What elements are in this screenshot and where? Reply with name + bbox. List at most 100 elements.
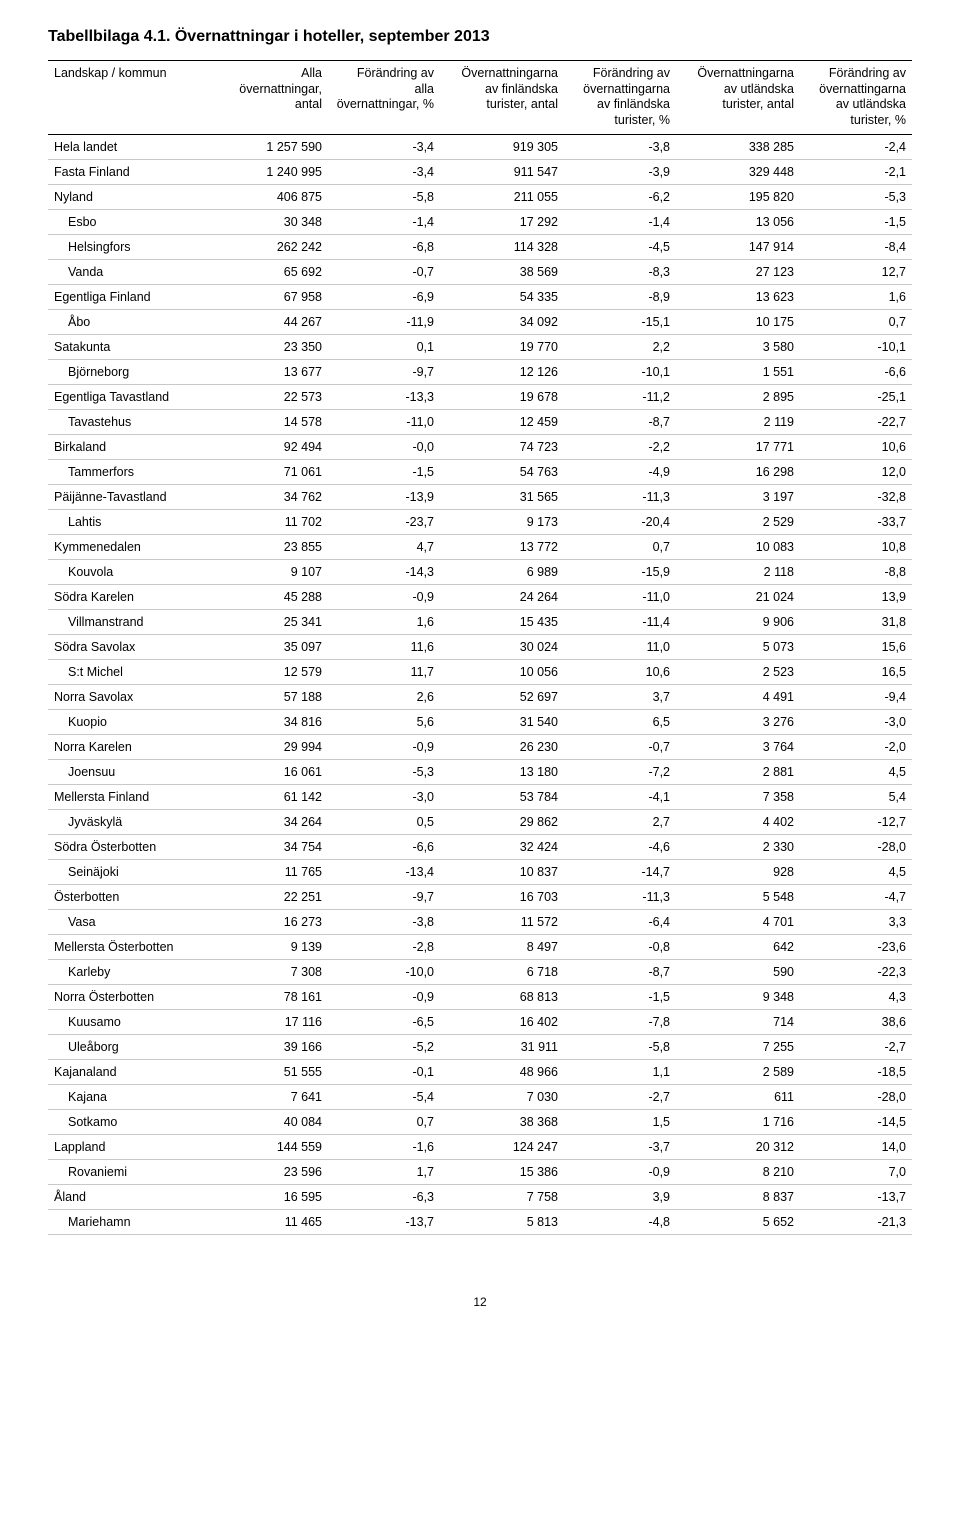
table-cell: 114 328 — [440, 234, 564, 259]
table-cell: -2,4 — [800, 134, 912, 159]
table-cell: 406 875 — [216, 184, 328, 209]
table-cell: 124 247 — [440, 1134, 564, 1159]
table-cell: Esbo — [48, 209, 216, 234]
table-cell: 9 107 — [216, 559, 328, 584]
table-cell: 17 771 — [676, 434, 800, 459]
table-cell: -15,1 — [564, 309, 676, 334]
table-cell: -13,7 — [800, 1184, 912, 1209]
table-cell: -6,8 — [328, 234, 440, 259]
table-cell: 31,8 — [800, 609, 912, 634]
table-cell: 11,7 — [328, 659, 440, 684]
table-cell: -21,3 — [800, 1209, 912, 1234]
table-row: Rovaniemi23 5961,715 386-0,98 2107,0 — [48, 1159, 912, 1184]
table-row: Villmanstrand25 3411,615 435-11,49 90631… — [48, 609, 912, 634]
table-cell: 12 579 — [216, 659, 328, 684]
table-cell: Uleåborg — [48, 1034, 216, 1059]
table-cell: -13,4 — [328, 859, 440, 884]
table-cell: -8,9 — [564, 284, 676, 309]
table-cell: 35 097 — [216, 634, 328, 659]
table-cell: -8,3 — [564, 259, 676, 284]
table-cell: 34 816 — [216, 709, 328, 734]
table-cell: 23 855 — [216, 534, 328, 559]
table-cell: 714 — [676, 1009, 800, 1034]
table-cell: Södra Savolax — [48, 634, 216, 659]
table-cell: Kajanaland — [48, 1059, 216, 1084]
table-cell: -22,7 — [800, 409, 912, 434]
table-cell: 2,6 — [328, 684, 440, 709]
table-cell: -4,9 — [564, 459, 676, 484]
table-cell: -22,3 — [800, 959, 912, 984]
table-cell: 1,6 — [800, 284, 912, 309]
table-cell: 31 911 — [440, 1034, 564, 1059]
table-cell: 16 298 — [676, 459, 800, 484]
table-cell: 16 703 — [440, 884, 564, 909]
table-cell: -6,4 — [564, 909, 676, 934]
table-row: Åland16 595-6,37 7583,98 837-13,7 — [48, 1184, 912, 1209]
table-cell: 5 813 — [440, 1209, 564, 1234]
table-cell: 12 126 — [440, 359, 564, 384]
table-cell: 30 348 — [216, 209, 328, 234]
table-cell: -0,0 — [328, 434, 440, 459]
table-cell: 911 547 — [440, 159, 564, 184]
table-row: Seinäjoki11 765-13,410 837-14,79284,5 — [48, 859, 912, 884]
table-cell: 1,1 — [564, 1059, 676, 1084]
table-row: Kajanaland51 555-0,148 9661,12 589-18,5 — [48, 1059, 912, 1084]
table-cell: -11,3 — [564, 884, 676, 909]
table-cell: 1,6 — [328, 609, 440, 634]
table-row: Egentliga Finland67 958-6,954 335-8,913 … — [48, 284, 912, 309]
table-cell: 25 341 — [216, 609, 328, 634]
table-cell: 39 166 — [216, 1034, 328, 1059]
table-cell: 10 083 — [676, 534, 800, 559]
table-cell: -5,2 — [328, 1034, 440, 1059]
table-cell: Mariehamn — [48, 1209, 216, 1234]
table-cell: 262 242 — [216, 234, 328, 259]
table-cell: -0,9 — [328, 734, 440, 759]
table-cell: 2 881 — [676, 759, 800, 784]
table-cell: 4 491 — [676, 684, 800, 709]
table-cell: 3,9 — [564, 1184, 676, 1209]
table-cell: 54 335 — [440, 284, 564, 309]
table-row: Österbotten22 251-9,716 703-11,35 548-4,… — [48, 884, 912, 909]
table-row: Södra Karelen45 288-0,924 264-11,021 024… — [48, 584, 912, 609]
table-header-row: Landskap / kommun Alla övernattningar, a… — [48, 61, 912, 135]
table-cell: 32 424 — [440, 834, 564, 859]
table-cell: -10,1 — [564, 359, 676, 384]
col-header: Förändring av alla övernattningar, % — [328, 61, 440, 135]
table-cell: -0,8 — [564, 934, 676, 959]
table-cell: -4,1 — [564, 784, 676, 809]
table-cell: 8 210 — [676, 1159, 800, 1184]
table-cell: 44 267 — [216, 309, 328, 334]
table-cell: 10,8 — [800, 534, 912, 559]
table-cell: 10,6 — [800, 434, 912, 459]
table-cell: Joensuu — [48, 759, 216, 784]
table-cell: 11 702 — [216, 509, 328, 534]
table-row: Lappland144 559-1,6124 247-3,720 31214,0 — [48, 1134, 912, 1159]
table-cell: -6,5 — [328, 1009, 440, 1034]
table-cell: 7 358 — [676, 784, 800, 809]
table-cell: 0,5 — [328, 809, 440, 834]
table-cell: -32,8 — [800, 484, 912, 509]
table-cell: -14,7 — [564, 859, 676, 884]
table-cell: 45 288 — [216, 584, 328, 609]
table-cell: Mellersta Österbotten — [48, 934, 216, 959]
table-cell: 2 529 — [676, 509, 800, 534]
table-cell: -11,0 — [564, 584, 676, 609]
table-cell: 15,6 — [800, 634, 912, 659]
table-row: Hela landet1 257 590-3,4919 305-3,8338 2… — [48, 134, 912, 159]
table-cell: -1,5 — [800, 209, 912, 234]
table-cell: 65 692 — [216, 259, 328, 284]
table-row: Uleåborg39 166-5,231 911-5,87 255-2,7 — [48, 1034, 912, 1059]
table-cell: -25,1 — [800, 384, 912, 409]
table-cell: 9 348 — [676, 984, 800, 1009]
table-cell: Norra Savolax — [48, 684, 216, 709]
table-cell: 9 139 — [216, 934, 328, 959]
table-cell: 16 402 — [440, 1009, 564, 1034]
table-cell: -8,7 — [564, 409, 676, 434]
table-cell: Södra Karelen — [48, 584, 216, 609]
table-cell: 2 118 — [676, 559, 800, 584]
table-cell: Fasta Finland — [48, 159, 216, 184]
table-cell: -3,7 — [564, 1134, 676, 1159]
table-cell: Åland — [48, 1184, 216, 1209]
table-cell: 1 257 590 — [216, 134, 328, 159]
table-cell: -4,6 — [564, 834, 676, 859]
